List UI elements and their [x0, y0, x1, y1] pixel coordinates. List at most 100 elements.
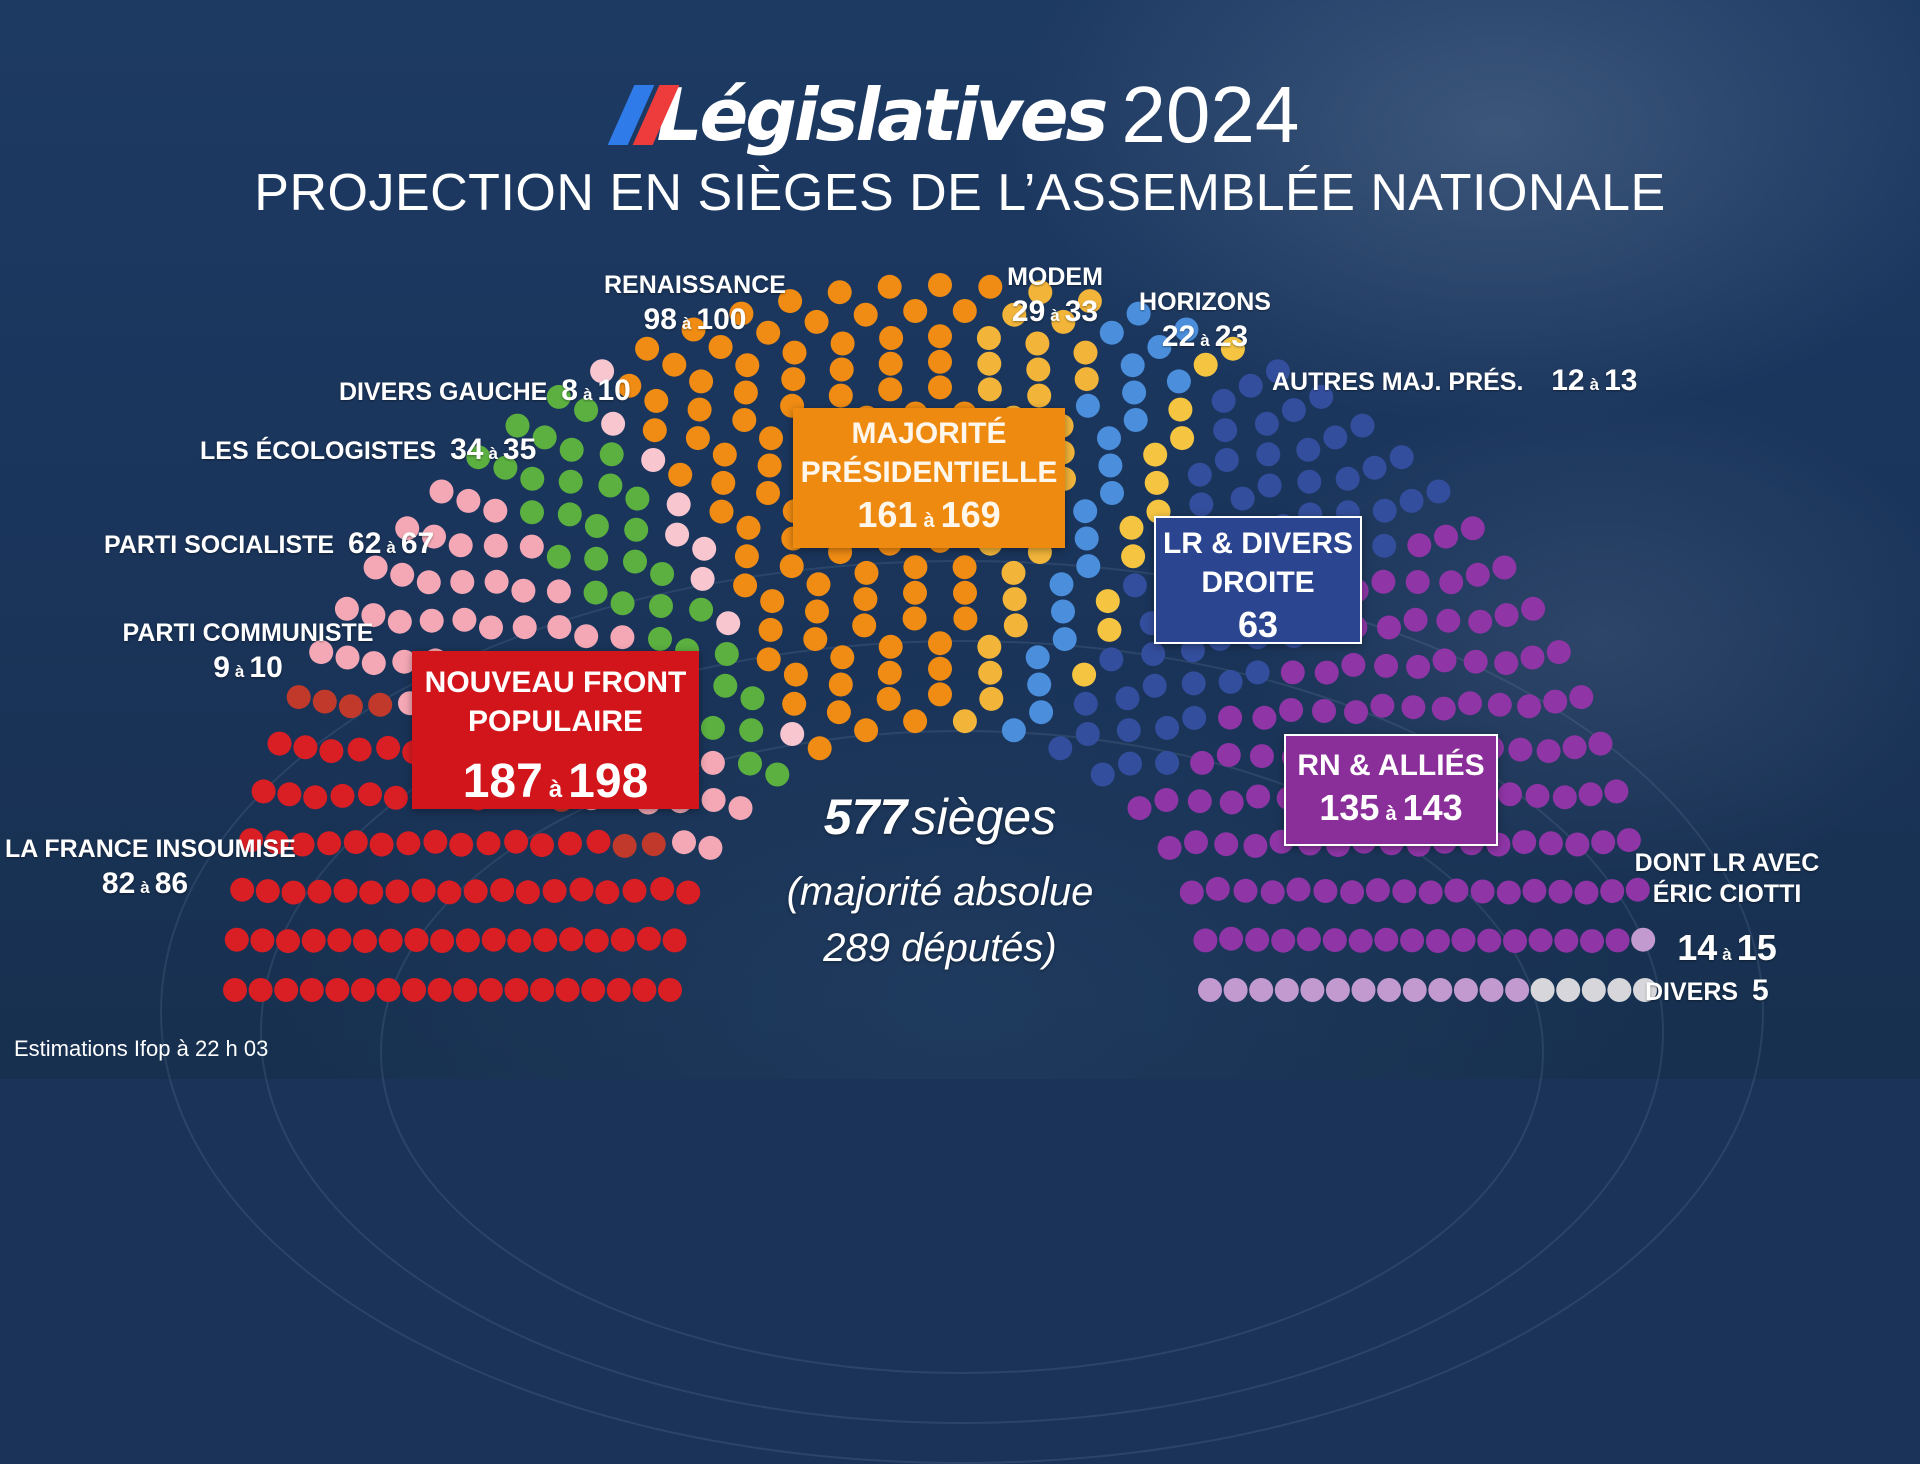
seat-dot — [1254, 411, 1279, 436]
seat-dot — [1453, 978, 1478, 1002]
seat-dot — [1181, 671, 1206, 696]
seat-dot — [1436, 608, 1461, 633]
seat-dot — [928, 375, 952, 400]
seat-dot — [1536, 739, 1561, 764]
sep: à — [1385, 803, 1397, 825]
label-parti-communiste: PARTI COMMUNISTE 9 à 10 — [118, 618, 378, 687]
bloc-majorite-presidentielle: MAJORITÉ PRÉSIDENTIELLE 161 à 169 — [793, 408, 1065, 548]
seat-dot — [1616, 828, 1641, 853]
seat-dot — [977, 377, 1002, 402]
seat-dot — [450, 570, 475, 594]
seat-dot — [977, 351, 1002, 376]
seat-dot — [325, 978, 350, 1002]
sep: à — [1050, 306, 1060, 326]
maj-max: 169 — [940, 494, 1001, 535]
seat-dot — [1026, 357, 1051, 382]
seat-dot — [1591, 830, 1616, 855]
seat-dot — [1121, 544, 1146, 569]
seat-dot — [642, 418, 667, 443]
seat-dot — [312, 689, 337, 714]
page-subtitle: PROJECTION EN SIÈGES DE L’ASSEMBLÉE NATI… — [254, 164, 1666, 222]
seat-dot — [483, 498, 508, 523]
seat-dot — [756, 320, 781, 345]
seat-dot — [700, 750, 725, 775]
seat-dot — [361, 603, 386, 628]
seat-dot — [1496, 880, 1521, 905]
seat-dot — [505, 413, 530, 438]
nfp-max: 198 — [568, 755, 649, 808]
seat-dot — [760, 589, 785, 614]
title-year: 2024 — [1121, 70, 1300, 159]
seat-dot — [512, 615, 537, 640]
seat-dot — [1468, 609, 1493, 634]
seat-dot — [404, 928, 429, 952]
seat-dot — [641, 448, 666, 472]
seat-dot — [411, 878, 436, 903]
seat-dot — [274, 978, 299, 1002]
seat-dot — [476, 831, 501, 856]
seat-dot — [546, 544, 571, 569]
dvg-min: 8 — [561, 374, 578, 407]
eco-min: 34 — [450, 433, 484, 466]
seat-dot — [484, 569, 509, 594]
ciotti-min: 14 — [1677, 926, 1718, 968]
seat-dot — [277, 782, 302, 807]
seat-dot — [1498, 782, 1522, 807]
seat-dot — [437, 880, 462, 905]
seat-dot — [1297, 469, 1322, 494]
seat-dot — [1554, 928, 1579, 953]
label-renaissance-range: 98 à 100 — [600, 301, 790, 339]
label-modem-name: MODEM — [1007, 263, 1103, 291]
seat-dot — [979, 686, 1004, 711]
label-ciotti-name: DONT LR AVEC ÉRIC CIOTTI — [1634, 849, 1820, 909]
seat-dot — [735, 353, 760, 378]
seat-dot — [250, 928, 275, 953]
seat-dot — [427, 978, 452, 1002]
label-eco-name: LES ÉCOLOGISTES — [200, 437, 437, 465]
sep: à — [488, 444, 498, 463]
lfi-min: 82 — [101, 867, 136, 901]
seat-dot — [350, 978, 375, 1002]
label-renaissance: RENAISSANCE 98 à 100 — [600, 270, 790, 339]
seat-dot — [230, 877, 255, 902]
seat-dot — [1073, 499, 1098, 524]
seat-dot — [662, 928, 687, 953]
seat-dot — [586, 829, 611, 854]
seat-dot — [1099, 320, 1124, 345]
seat-dot — [1279, 698, 1304, 722]
seat-dot — [1143, 442, 1168, 467]
seat-dot — [1434, 524, 1458, 549]
seat-dot — [624, 517, 649, 542]
seat-dot — [1578, 782, 1603, 807]
seat-dot — [1157, 835, 1182, 860]
seat-dot — [756, 481, 780, 505]
seat-dot — [698, 835, 723, 860]
seat-dot — [1371, 569, 1396, 594]
ps-min: 62 — [348, 527, 382, 560]
seat-dot — [546, 384, 571, 409]
seat-dot — [1216, 743, 1241, 767]
seat-dot — [1370, 693, 1395, 718]
seat-dot — [1425, 929, 1450, 953]
seat-dot — [852, 613, 877, 638]
seat-dot — [689, 369, 714, 394]
bloc-nfp-name-line2: POPULAIRE — [467, 705, 644, 738]
seat-dot — [1451, 928, 1476, 952]
seat-dot — [449, 832, 474, 857]
seat-dot — [1075, 722, 1100, 746]
seat-dot — [574, 398, 599, 423]
seat-dot — [453, 978, 478, 1002]
seat-dot — [902, 606, 927, 631]
seat-dot — [267, 731, 292, 756]
seat-dot — [490, 878, 515, 903]
rn-max: 143 — [1402, 787, 1463, 828]
seat-dot — [687, 397, 712, 422]
seat-dot — [666, 492, 691, 517]
seat-dot — [1633, 978, 1657, 1002]
seat-dot — [1155, 750, 1180, 775]
seat-dot — [1002, 302, 1027, 327]
seat-dot — [224, 927, 249, 952]
seat-dot — [558, 831, 582, 856]
seat-dot — [1439, 570, 1464, 595]
seat-dot — [1095, 589, 1120, 614]
